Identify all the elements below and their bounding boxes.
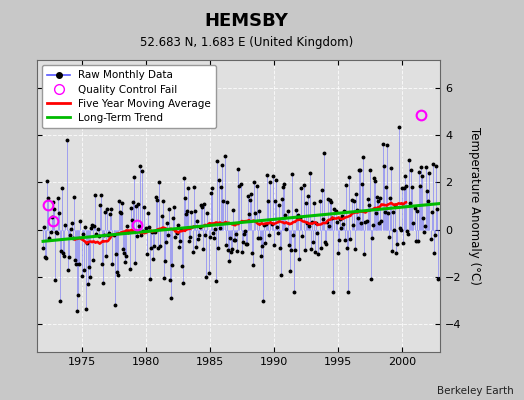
Text: HEMSBY: HEMSBY <box>204 12 288 30</box>
Y-axis label: Temperature Anomaly (°C): Temperature Anomaly (°C) <box>468 127 481 285</box>
Text: Berkeley Earth: Berkeley Earth <box>437 386 514 396</box>
Text: 52.683 N, 1.683 E (United Kingdom): 52.683 N, 1.683 E (United Kingdom) <box>140 36 353 49</box>
Legend: Raw Monthly Data, Quality Control Fail, Five Year Moving Average, Long-Term Tren: Raw Monthly Data, Quality Control Fail, … <box>42 65 216 128</box>
